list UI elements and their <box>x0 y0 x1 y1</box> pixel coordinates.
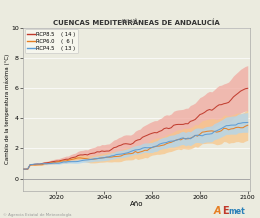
Title: CUENCAS MEDITERRÁNEAS DE ANDALUCÍA: CUENCAS MEDITERRÁNEAS DE ANDALUCÍA <box>53 19 220 26</box>
Text: E: E <box>222 206 229 216</box>
Text: © Agencia Estatal de Meteorología: © Agencia Estatal de Meteorología <box>3 213 71 217</box>
Legend: RCP8.5    ( 14 ), RCP6.0    (  6 ), RCP4.5    ( 13 ): RCP8.5 ( 14 ), RCP6.0 ( 6 ), RCP4.5 ( 13… <box>24 29 78 53</box>
Text: met: met <box>229 207 245 216</box>
Text: ANUAL: ANUAL <box>121 19 139 24</box>
Text: A: A <box>213 206 221 216</box>
Y-axis label: Cambio de la temperatura máxima (°C): Cambio de la temperatura máxima (°C) <box>4 54 10 164</box>
X-axis label: Año: Año <box>130 201 143 207</box>
